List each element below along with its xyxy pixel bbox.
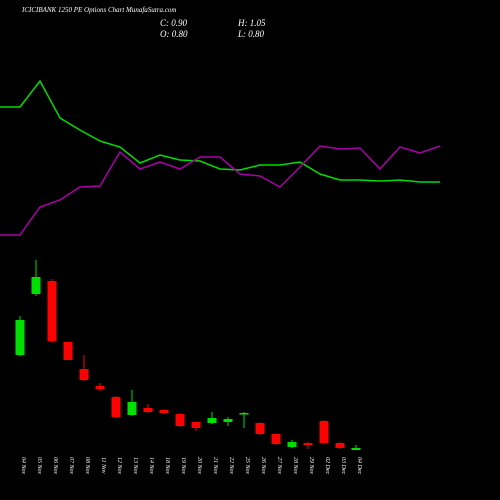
candle-body <box>255 423 265 434</box>
candle-body <box>127 402 137 415</box>
x-tick-label: 04 Nov <box>20 457 27 475</box>
indicator-line <box>0 79 440 183</box>
x-tick-label: 22 Nov <box>228 457 234 475</box>
indicator-line <box>0 145 441 236</box>
open-label: O: 0.80 <box>160 29 188 39</box>
x-tick-label: 06 Nov <box>52 457 58 475</box>
x-tick-label: 27 Nov <box>276 457 282 475</box>
x-tick-label: 20 Nov <box>196 457 202 475</box>
x-tick-label: 13 Nov <box>132 457 138 475</box>
candle-body <box>223 419 233 422</box>
x-tick-label: 02 Dec <box>324 457 330 474</box>
x-tick-label: 26 Nov <box>260 457 266 475</box>
x-tick-label: 05 Nov <box>36 457 42 475</box>
low-label: L: 0.80 <box>237 29 265 39</box>
candle-body <box>63 342 73 360</box>
x-tick-label: 12 Nov <box>116 457 122 475</box>
candle-body <box>47 281 57 341</box>
x-tick-label: 29 Nov <box>308 457 314 475</box>
candle-body <box>303 443 313 445</box>
x-tick-label: 25 Nov <box>244 457 250 475</box>
candle-body <box>175 414 185 426</box>
candle-body <box>207 418 217 423</box>
x-tick-label: 08 Nov <box>84 457 90 475</box>
x-tick-label: 04 Dec <box>356 457 363 474</box>
x-tick-label: 14 Nov <box>148 457 155 475</box>
x-tick-label: 19 Nov <box>180 457 186 475</box>
candle-body <box>111 397 121 417</box>
candle-body <box>351 448 361 450</box>
candle-body <box>335 443 345 448</box>
candle-body <box>239 413 249 415</box>
candle-body <box>143 408 153 412</box>
candle-body <box>319 421 329 443</box>
candle-body <box>15 320 25 355</box>
close-label: C: 0.90 <box>160 18 188 28</box>
candle-body <box>287 442 297 447</box>
high-label: H: 1.05 <box>237 18 266 28</box>
candle-body <box>271 434 281 444</box>
x-tick-label: 07 Nov <box>68 457 74 475</box>
candle-body <box>191 422 201 428</box>
x-tick-label: 21 Nov <box>212 457 218 475</box>
candle-body <box>79 369 89 380</box>
chart-title: ICICIBANK 1250 PE Options Chart MunafaSu… <box>21 6 176 14</box>
x-tick-label: 28 Nov <box>292 457 298 475</box>
candle-body <box>159 410 169 413</box>
x-tick-label: 18 Nov <box>164 457 170 475</box>
candle-body <box>95 386 105 389</box>
candle-body <box>31 277 41 294</box>
x-tick-label: 03 Dec <box>340 457 346 474</box>
x-tick-label: 11 Nov <box>100 457 106 474</box>
